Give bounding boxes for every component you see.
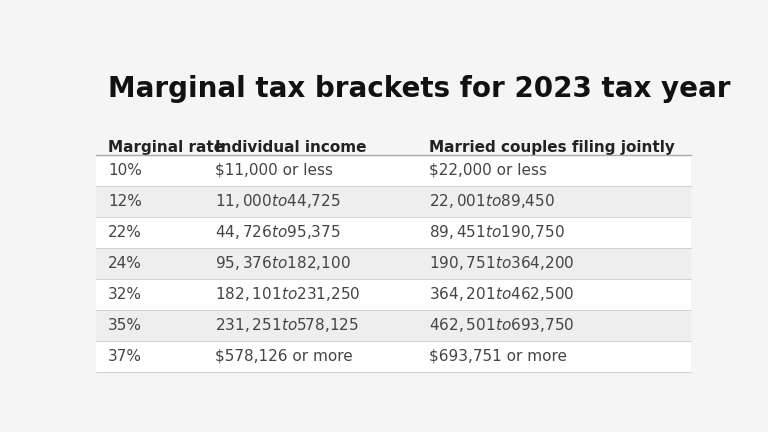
Text: 37%: 37%: [108, 349, 142, 364]
Bar: [96, 310, 691, 340]
Bar: [96, 155, 691, 186]
Bar: [96, 340, 691, 372]
Text: $231,251 to $578,125: $231,251 to $578,125: [215, 316, 359, 334]
Text: $364,201 to $462,500: $364,201 to $462,500: [429, 285, 574, 303]
Bar: [96, 186, 691, 217]
Text: Marginal tax brackets for 2023 tax year: Marginal tax brackets for 2023 tax year: [108, 75, 730, 103]
Text: $693,751 or more: $693,751 or more: [429, 349, 568, 364]
Text: 35%: 35%: [108, 318, 142, 333]
Text: $95,376 to $182,100: $95,376 to $182,100: [215, 254, 351, 272]
Text: Married couples filing jointly: Married couples filing jointly: [429, 140, 675, 155]
Text: $11,000 or less: $11,000 or less: [215, 163, 333, 178]
Text: $182,101 to $231,250: $182,101 to $231,250: [215, 285, 360, 303]
Text: $22,000 or less: $22,000 or less: [429, 163, 548, 178]
Text: Marginal rate: Marginal rate: [108, 140, 224, 155]
Text: $578,126 or more: $578,126 or more: [215, 349, 353, 364]
Bar: [96, 248, 691, 279]
Text: $462,501 to $693,750: $462,501 to $693,750: [429, 316, 574, 334]
Text: $89,451 to $190,750: $89,451 to $190,750: [429, 223, 565, 241]
Text: 24%: 24%: [108, 256, 142, 271]
Text: $44,726 to $95,375: $44,726 to $95,375: [215, 223, 341, 241]
Bar: [96, 128, 691, 155]
Text: 32%: 32%: [108, 287, 142, 302]
Text: 10%: 10%: [108, 163, 142, 178]
Bar: [96, 217, 691, 248]
Text: 12%: 12%: [108, 194, 142, 209]
Text: $22,001 to $89,450: $22,001 to $89,450: [429, 192, 555, 210]
Text: Individual income: Individual income: [215, 140, 366, 155]
Bar: [96, 279, 691, 310]
Text: $190,751 to $364,200: $190,751 to $364,200: [429, 254, 574, 272]
Text: $11,000 to $44,725: $11,000 to $44,725: [215, 192, 341, 210]
Text: 22%: 22%: [108, 225, 142, 240]
